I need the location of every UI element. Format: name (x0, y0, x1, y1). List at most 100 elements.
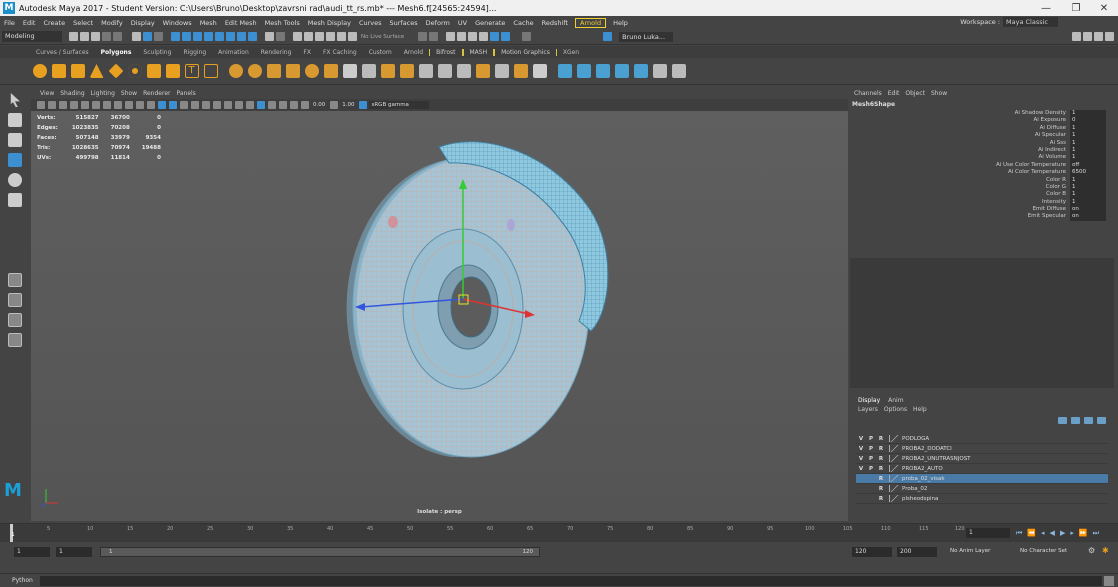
channel-attribute[interactable]: Ai Indirect 1 (850, 146, 1118, 155)
layer-color-swatch[interactable] (889, 445, 899, 452)
shelf-tab-fx[interactable]: FX (303, 48, 311, 56)
multi-cut-icon[interactable] (399, 64, 414, 78)
brake-disc-model[interactable] (31, 111, 848, 521)
layer-row[interactable]: V P R PROBA2_DODATCI (856, 444, 1108, 454)
render-settings-icon[interactable] (468, 32, 478, 41)
layer-playback[interactable]: P (868, 445, 874, 452)
channel-attribute[interactable]: Ai Sss 1 (850, 139, 1118, 147)
snap-grid-icon[interactable] (293, 32, 302, 41)
poly-type-icon[interactable]: T (184, 64, 199, 78)
menu-edit[interactable]: Edit (22, 18, 36, 27)
menu-set-dropdown[interactable]: Modeling (2, 31, 62, 42)
menu-deform[interactable]: Deform (425, 18, 450, 27)
panel-menu-renderer[interactable]: Renderer (143, 90, 171, 97)
collapse-icon[interactable] (494, 64, 509, 78)
time-slider[interactable]: 1 5 10 15 20 25 30 35 40 45 50 55 60 65 … (0, 523, 1118, 542)
go-to-start-icon[interactable]: ⏮ (1016, 529, 1023, 537)
minimize-button[interactable]: — (1041, 2, 1051, 14)
channel-attribute[interactable]: Ai Specular 1 (850, 132, 1118, 140)
poly-pipe-icon[interactable] (165, 64, 180, 78)
layer-reference[interactable]: R (878, 435, 884, 442)
layer-row[interactable]: V P R PROBA2_UNUTRASNJOST (856, 454, 1108, 464)
menu-surfaces[interactable]: Surfaces (389, 18, 418, 27)
shelf-tab-mash[interactable]: MASH (462, 48, 495, 56)
merge-icon[interactable] (475, 64, 490, 78)
layer-reference[interactable]: R (878, 475, 884, 482)
menu-arnold[interactable]: Arnold (575, 17, 607, 28)
mask-handles-icon[interactable] (171, 32, 180, 41)
new-empty-layer-icon[interactable] (1084, 417, 1093, 424)
construction-history-icon[interactable] (429, 32, 439, 41)
select-object-icon[interactable] (143, 32, 152, 41)
attribute-value[interactable]: 1 (1070, 139, 1106, 147)
attribute-editor-icon[interactable] (1083, 32, 1092, 41)
save-scene-icon[interactable] (91, 32, 100, 41)
grid-toggle-icon[interactable] (69, 101, 78, 109)
mask-misc-icon[interactable] (248, 32, 257, 41)
shelf-tab-sculpting[interactable]: Sculpting (143, 48, 172, 56)
highlight-selection-icon[interactable] (276, 32, 285, 41)
spherical-mapping-icon[interactable] (595, 64, 610, 78)
shelf-tab-motion-graphics[interactable]: Motion Graphics (494, 48, 557, 56)
modeling-toolkit-icon[interactable] (1072, 32, 1081, 41)
panel-menu-show[interactable]: Show (120, 90, 138, 97)
anti-aliasing-icon[interactable] (234, 101, 243, 109)
layer-color-swatch[interactable] (889, 475, 899, 482)
character-set-dropdown[interactable]: No Character Set (1020, 548, 1068, 554)
hypershade-icon[interactable] (479, 32, 489, 41)
wireframe-on-shaded-icon[interactable] (168, 101, 177, 109)
workspace-dropdown[interactable]: Maya Classic (1003, 17, 1058, 27)
gamma-icon[interactable] (329, 101, 338, 109)
resolution-gate-icon[interactable] (91, 101, 100, 109)
layer-color-swatch[interactable] (889, 455, 899, 462)
layer-reference[interactable]: R (878, 445, 884, 452)
exposure-icon[interactable] (300, 101, 309, 109)
layer-playback[interactable]: P (868, 465, 874, 472)
combine-icon[interactable] (228, 64, 243, 78)
xray-icon[interactable] (267, 101, 276, 109)
mask-surfaces-icon[interactable] (204, 32, 213, 41)
channel-attribute[interactable]: Ai Exposure 0 (850, 117, 1118, 125)
mask-deformations-icon[interactable] (215, 32, 224, 41)
attribute-value[interactable]: 1 (1070, 198, 1106, 207)
layer-playback[interactable]: P (868, 455, 874, 462)
shelf-tab-curves-surfaces[interactable]: Curves / Surfaces (36, 48, 89, 56)
channel-attribute[interactable]: Color G 1 (850, 183, 1118, 192)
menu-curves[interactable]: Curves (358, 18, 382, 27)
panel-menu-lighting[interactable]: Lighting (90, 90, 115, 97)
playback-start-field[interactable]: 1 (56, 547, 92, 557)
shelf-tab-fx-caching[interactable]: FX Caching (322, 48, 357, 56)
layer-menu-layers[interactable]: Layers (858, 406, 878, 413)
xray-joints-icon[interactable] (278, 101, 287, 109)
attribute-value[interactable]: on (1070, 206, 1106, 214)
select-hierarchy-icon[interactable] (132, 32, 141, 41)
shelf-tab-polygons[interactable]: Polygons (100, 48, 132, 56)
poly-pyramid-icon[interactable] (146, 64, 161, 78)
playback-end-field[interactable]: 120 (852, 547, 892, 557)
gate-mask-icon[interactable] (102, 101, 111, 109)
range-bar[interactable]: 1 120 (100, 547, 540, 557)
symmetry-icon[interactable] (671, 64, 686, 78)
menu-select[interactable]: Select (73, 18, 94, 27)
animation-start-field[interactable]: 1 (14, 547, 50, 557)
screen-space-ao-icon[interactable] (212, 101, 221, 109)
attribute-value[interactable]: 1 (1070, 110, 1106, 118)
poly-plane-icon[interactable] (108, 63, 123, 79)
safe-action-icon[interactable] (124, 101, 133, 109)
layer-visibility[interactable]: V (858, 465, 864, 472)
single-perspective-layout-icon[interactable] (8, 273, 22, 287)
mask-curves-icon[interactable] (193, 32, 202, 41)
automatic-mapping-icon[interactable] (614, 64, 629, 78)
layer-row[interactable]: R Proba_02 (856, 484, 1108, 494)
menu-redshift[interactable]: Redshift (541, 18, 569, 27)
channel-attribute[interactable]: Color B 1 (850, 191, 1118, 199)
layer-visibility[interactable]: V (858, 455, 864, 462)
planar-mapping-icon[interactable] (557, 64, 572, 78)
attribute-value[interactable]: 1 (1070, 183, 1106, 192)
smooth-shade-icon[interactable] (157, 101, 166, 109)
bridge-icon[interactable] (342, 64, 357, 78)
wireframe-icon[interactable] (146, 101, 155, 109)
checker-icon[interactable] (652, 64, 667, 78)
rotate-tool-icon[interactable] (8, 173, 22, 187)
